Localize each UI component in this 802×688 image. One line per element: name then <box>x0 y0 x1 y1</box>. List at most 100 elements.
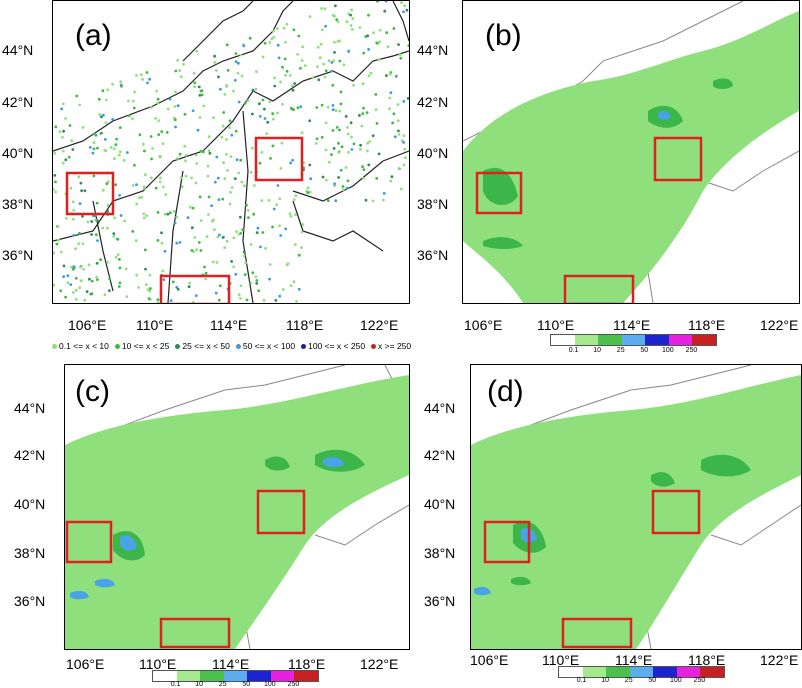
station-dot <box>54 190 57 194</box>
station-dot <box>351 28 354 31</box>
station-dot <box>118 126 122 129</box>
station-dot <box>239 297 242 300</box>
station-dot <box>53 151 57 155</box>
station-dot <box>319 42 323 46</box>
station-dot <box>359 147 362 151</box>
station-dot <box>68 124 72 127</box>
station-dot <box>326 199 330 203</box>
station-dot <box>347 49 351 53</box>
station-dot <box>345 186 349 190</box>
map-d-svg <box>471 365 801 649</box>
station-dot <box>268 277 271 281</box>
station-dot <box>166 212 170 216</box>
station-dot <box>339 168 343 172</box>
station-dot <box>118 281 122 285</box>
station-dot <box>220 135 224 139</box>
legend-item: 10 <= x < 25 <box>114 341 169 351</box>
station-dot <box>184 159 187 163</box>
station-dot <box>131 230 135 233</box>
station-dot <box>175 215 179 219</box>
station-dot <box>96 278 99 281</box>
station-dot <box>266 120 270 124</box>
colorbar-tick-label: 50 <box>242 681 251 688</box>
station-dot <box>324 69 328 73</box>
station-dot <box>212 116 216 120</box>
station-dot <box>281 65 284 69</box>
station-dot <box>265 132 269 136</box>
station-dot <box>148 77 151 81</box>
station-dot <box>294 243 297 246</box>
station-dot <box>149 106 153 109</box>
station-dot <box>339 102 343 106</box>
station-dot <box>314 142 318 145</box>
map-b-svg <box>463 1 799 303</box>
station-dot <box>330 61 334 64</box>
station-dot <box>168 97 172 101</box>
colorbar-segment <box>200 671 224 681</box>
station-dot <box>366 141 370 145</box>
station-dot <box>98 113 101 116</box>
station-dot <box>133 163 136 167</box>
lon-tick: 118°E <box>688 317 726 333</box>
station-dot <box>341 188 345 192</box>
station-dot <box>184 153 188 157</box>
station-dot <box>350 135 353 139</box>
colorbar-tick-label: 250 <box>287 681 300 688</box>
station-dot <box>192 72 196 75</box>
station-dot <box>117 285 121 288</box>
lon-tick: 110°E <box>542 652 580 668</box>
station-dot <box>60 107 64 111</box>
station-dot <box>350 8 354 12</box>
station-dot <box>264 246 267 250</box>
station-dot <box>142 212 146 216</box>
station-dot <box>247 216 250 220</box>
station-dot <box>333 51 336 54</box>
station-dot <box>53 251 56 255</box>
station-dot <box>61 161 65 165</box>
station-dot <box>171 280 175 284</box>
station-dot <box>391 121 394 125</box>
station-dot <box>160 130 164 134</box>
station-dot <box>64 295 67 299</box>
station-dot <box>160 241 164 245</box>
station-dot <box>150 176 153 180</box>
station-dot <box>74 247 77 251</box>
station-dot <box>282 26 286 30</box>
panel-label-a: (a) <box>75 19 112 52</box>
station-dot <box>404 156 407 160</box>
station-dot <box>335 126 339 129</box>
station-dot <box>116 253 120 256</box>
station-dot <box>127 114 131 117</box>
station-dot <box>251 112 254 116</box>
colorbar-tick-label: 25 <box>616 347 625 354</box>
station-dot <box>239 284 243 288</box>
station-dot <box>83 298 87 302</box>
station-dot <box>263 41 267 45</box>
lat-tick: 40°N <box>424 496 456 512</box>
station-dot <box>235 230 238 234</box>
station-dot <box>331 129 335 132</box>
lon-tick: 114°E <box>613 317 651 333</box>
station-dot <box>198 93 202 97</box>
colorbar-tick-label: 100 <box>662 347 674 354</box>
station-dot <box>352 83 355 87</box>
station-dot <box>53 283 56 287</box>
station-dot <box>378 40 382 44</box>
station-dot <box>361 112 365 116</box>
station-dot <box>199 149 203 153</box>
station-dot <box>155 89 159 93</box>
station-dot <box>228 126 232 130</box>
station-dot <box>267 199 271 202</box>
lat-tick: 42°N <box>424 447 456 463</box>
station-dot <box>297 34 301 38</box>
station-dot <box>72 217 75 221</box>
station-dot <box>272 117 275 121</box>
station-dot <box>215 155 219 159</box>
station-dot <box>106 180 110 184</box>
station-dot <box>122 159 126 162</box>
station-dot <box>124 267 128 271</box>
station-dot <box>229 191 232 194</box>
colorbar-segment <box>645 335 669 345</box>
station-dot <box>145 71 149 74</box>
station-dot <box>278 224 281 228</box>
